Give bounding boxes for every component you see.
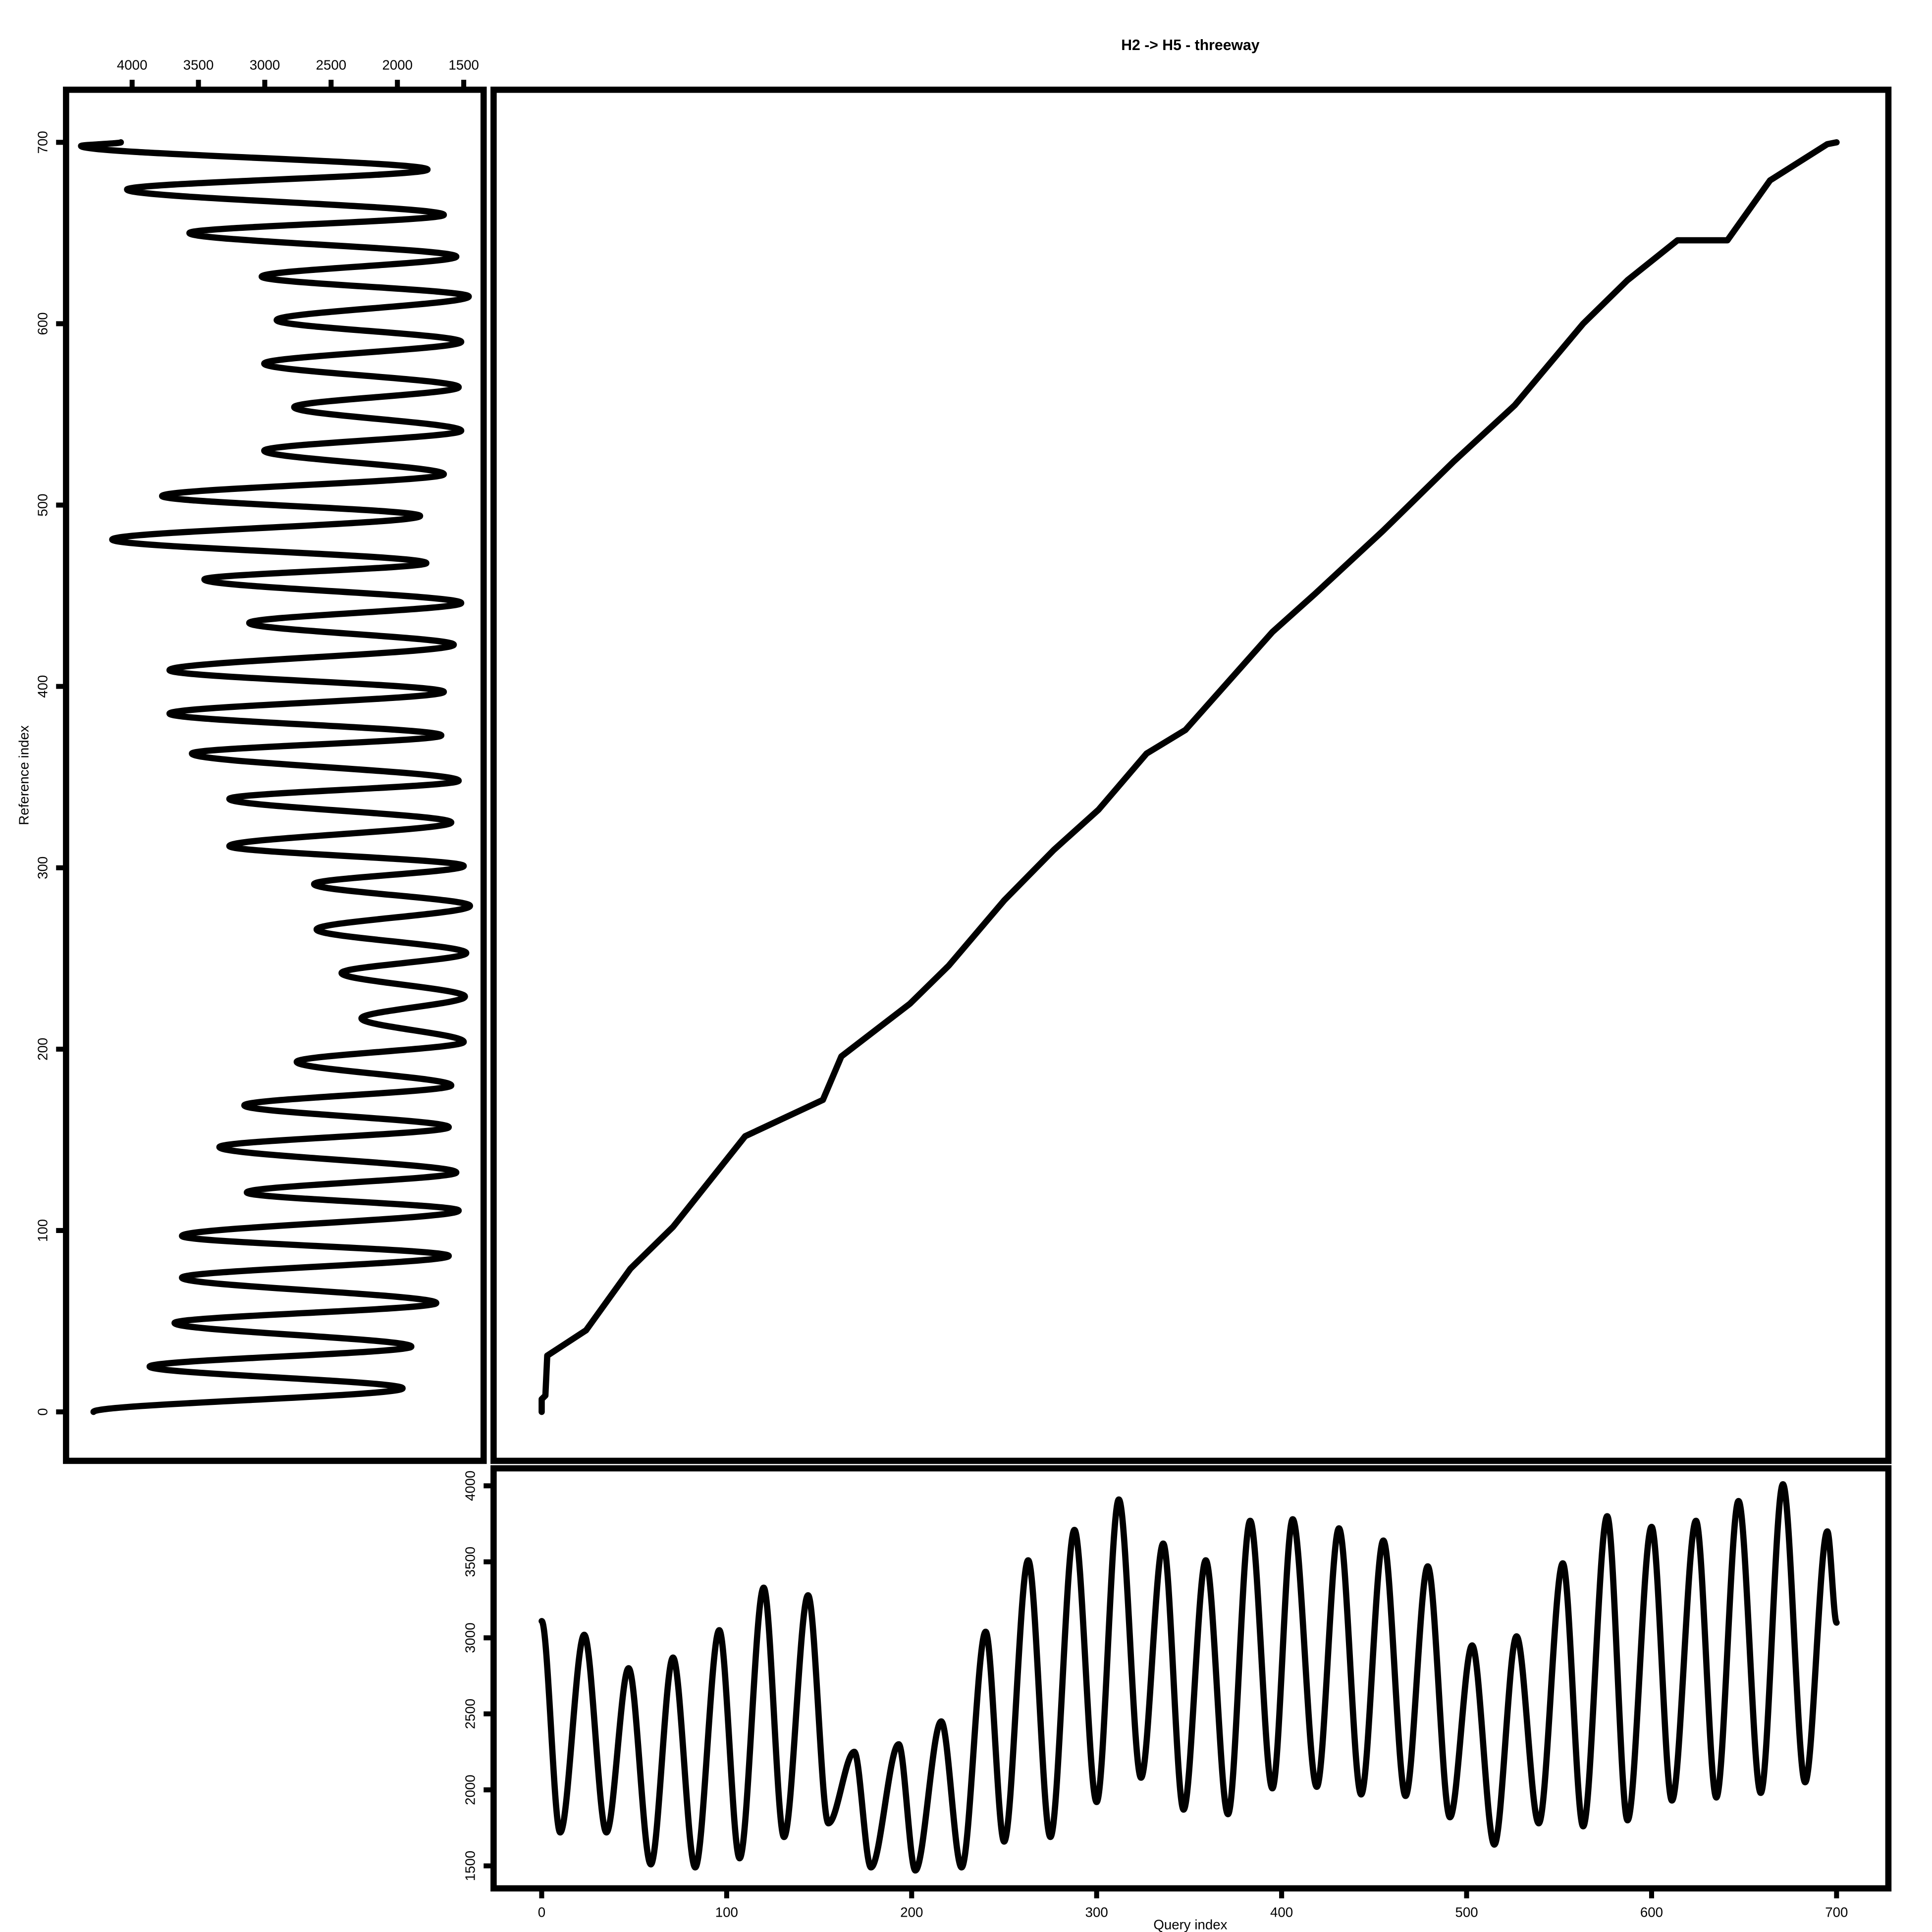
x-tick-label: 2000 [382, 57, 413, 73]
series-line [538, 139, 1840, 1415]
panel-frame [490, 86, 1892, 1464]
y-axis-label: Reference index [16, 725, 32, 825]
x-tick-label: 1500 [448, 57, 479, 73]
series-line [538, 1481, 1840, 1874]
x-tick-label: 700 [1825, 1905, 1848, 1920]
x-tick-label: 100 [715, 1905, 738, 1920]
y-tick-label: 400 [35, 675, 50, 698]
y-tick-label: 3500 [462, 1547, 478, 1577]
x-tick-label: 500 [1455, 1905, 1478, 1920]
y-tick-label: 2500 [462, 1699, 478, 1729]
x-tick-label: 0 [538, 1905, 545, 1920]
panel-frame [63, 86, 487, 1464]
y-tick-label: 300 [35, 857, 50, 879]
series-line [78, 139, 473, 1415]
x-tick-label: 400 [1270, 1905, 1293, 1920]
chart-title: H2 -> H5 - threeway [1121, 37, 1260, 54]
x-tick-label: 200 [900, 1905, 923, 1920]
y-tick-label: 1500 [462, 1851, 478, 1881]
x-axis-label: Query index [1153, 1917, 1227, 1932]
x-tick-label: 3500 [183, 57, 214, 73]
x-tick-label: 2500 [316, 57, 347, 73]
panel-frame [490, 1465, 1892, 1892]
y-tick-label: 3000 [462, 1622, 478, 1653]
y-tick-label: 600 [35, 312, 50, 335]
y-tick-label: 0 [35, 1408, 50, 1415]
y-tick-label: 4000 [462, 1471, 478, 1502]
y-tick-label: 2000 [462, 1774, 478, 1805]
y-tick-label: 100 [35, 1219, 50, 1242]
y-tick-label: 700 [35, 131, 50, 154]
x-tick-label: 4000 [117, 57, 148, 73]
x-tick-label: 300 [1085, 1905, 1108, 1920]
x-tick-label: 600 [1640, 1905, 1663, 1920]
y-tick-label: 500 [35, 493, 50, 516]
x-tick-label: 3000 [250, 57, 280, 73]
y-tick-label: 200 [35, 1038, 50, 1061]
